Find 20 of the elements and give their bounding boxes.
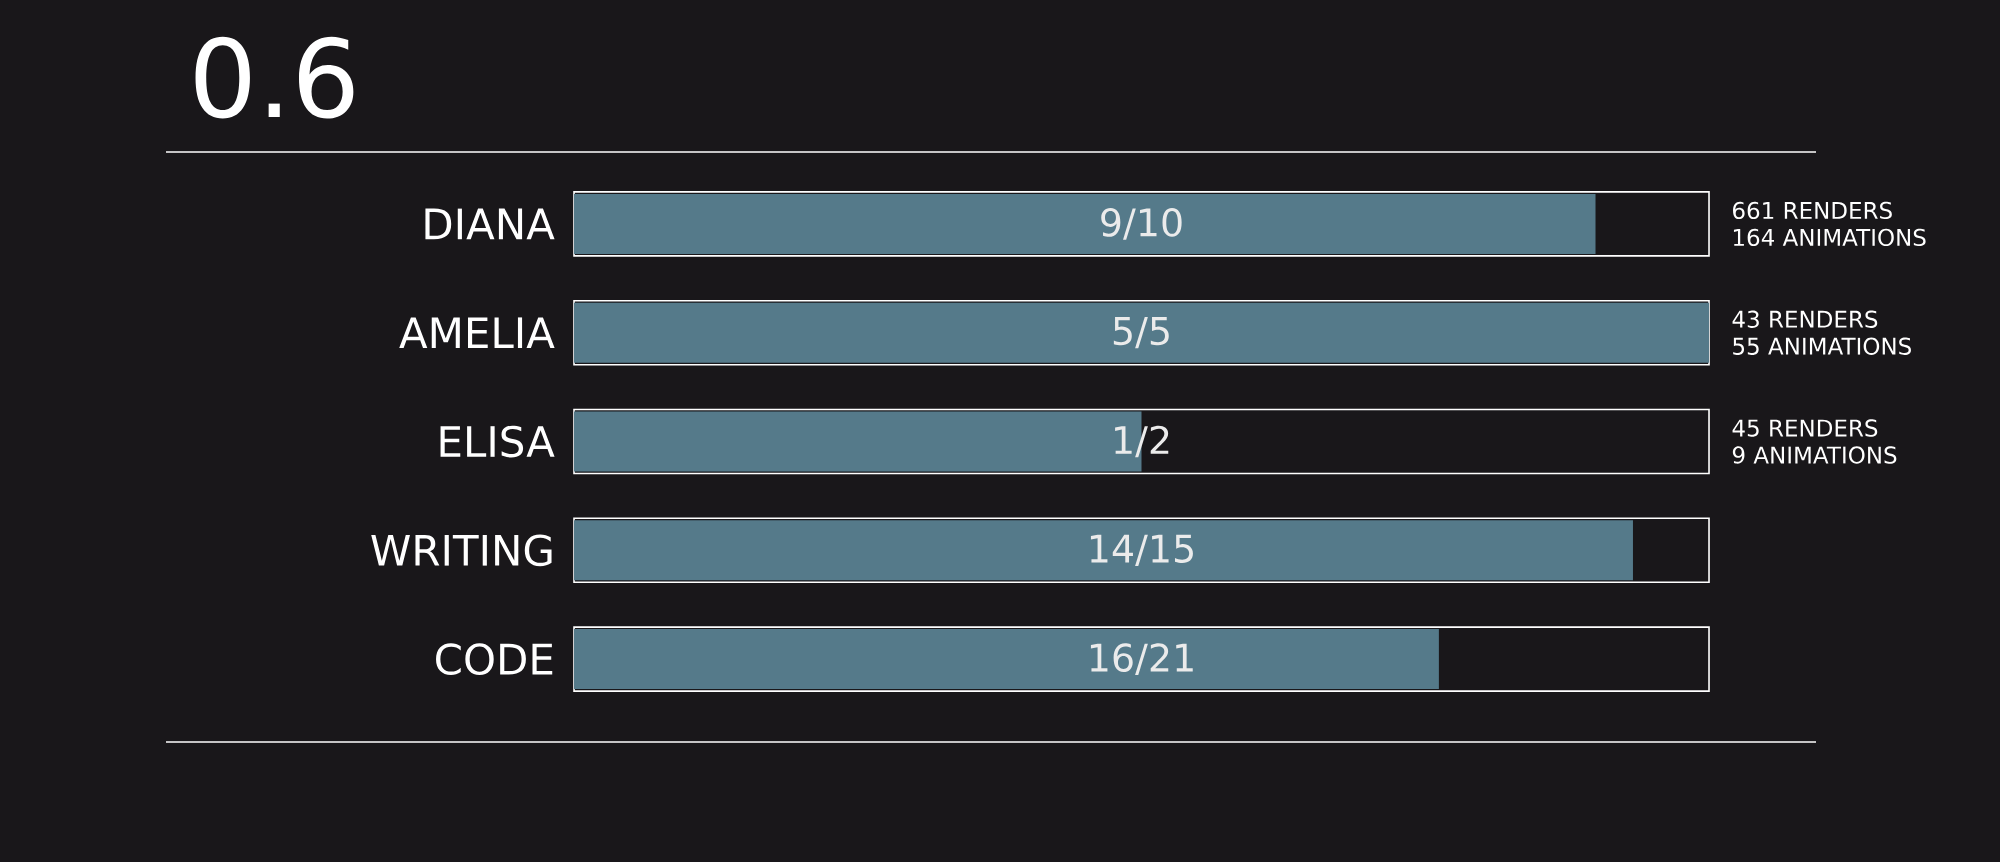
data-label: 9/10 xyxy=(1101,208,1182,240)
bar xyxy=(574,520,1633,581)
text: 661 RENDERS xyxy=(1733,201,1892,220)
text: 43 RENDERS xyxy=(1732,310,1878,328)
data-label: 14/15 xyxy=(1090,534,1193,566)
chart-title: 0.6 xyxy=(195,36,354,119)
text: 45 RENDERS xyxy=(1732,419,1878,437)
data-label: 1/2 xyxy=(1115,425,1169,458)
text: 55 ANIMATIONS xyxy=(1733,337,1911,355)
text: 9 ANIMATIONS xyxy=(1732,446,1897,464)
text: 164 ANIMATIONS xyxy=(1733,228,1926,247)
data-label: 16/21 xyxy=(1090,643,1193,675)
y-tick-label: WRITING xyxy=(371,534,552,567)
y-tick-label: DIANA xyxy=(425,208,555,240)
y-tick-label: ELISA xyxy=(440,425,555,458)
y-tick-label: CODE xyxy=(436,643,553,675)
y-tick-label: AMELIA xyxy=(399,317,555,349)
data-label: 5/5 xyxy=(1113,317,1169,349)
bar xyxy=(574,193,1596,254)
bar xyxy=(574,629,1439,690)
